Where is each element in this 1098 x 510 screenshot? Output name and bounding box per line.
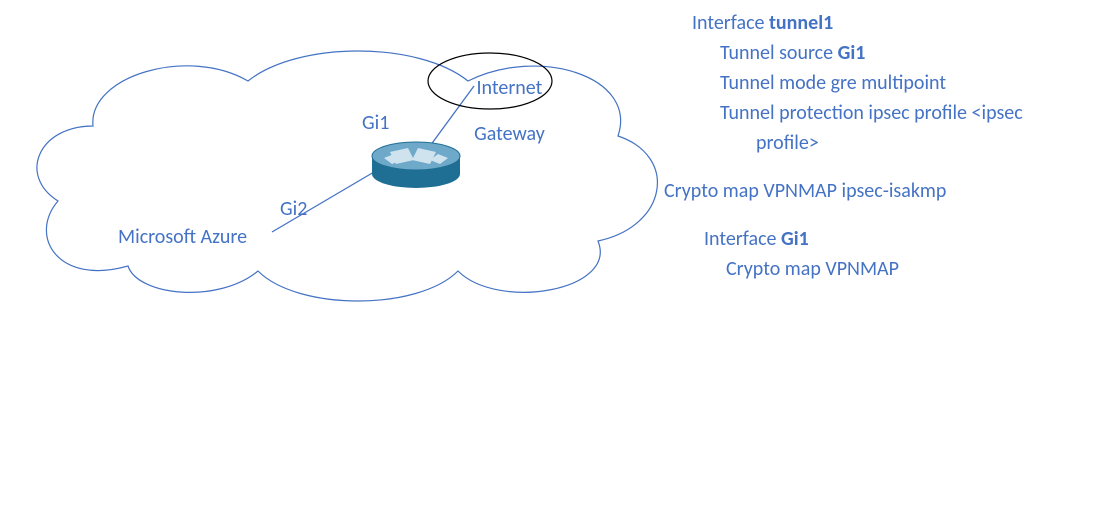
- label-azure: Microsoft Azure: [118, 224, 247, 251]
- label-gi2: Gi2: [280, 196, 307, 223]
- cfg-line-tunnel-source: Tunnel source Gi1: [692, 38, 1092, 68]
- label-gi1: Gi1: [362, 110, 389, 137]
- cfg-line-interface-tunnel1: Interface tunnel1: [692, 8, 1092, 38]
- cfg-line-tunnel-protection: Tunnel protection ipsec profile <ipsec: [692, 98, 1092, 128]
- cfg-line-tunnel-protection-cont: profile>: [692, 128, 1092, 158]
- internet-gateway-label: Internet Gateway: [456, 54, 545, 169]
- cfg-line-crypto-map-vpnmap: Crypto map VPNMAP: [726, 254, 1092, 284]
- igw-label-line2: Gateway: [474, 122, 545, 146]
- diagram-stage: Internet Gateway Gi1 Gi2 Microsoft Azure…: [0, 0, 1098, 510]
- config-block: Interface tunnel1 Tunnel source Gi1 Tunn…: [692, 8, 1092, 284]
- cfg-line-crypto-map: Crypto map VPNMAP ipsec-isakmp: [664, 176, 1092, 206]
- cfg-line-tunnel-mode: Tunnel mode gre multipoint: [692, 68, 1092, 98]
- cfg-line-interface-gi1: Interface Gi1: [704, 224, 1092, 254]
- igw-label-line1: Internet: [477, 76, 543, 100]
- router-icon: [370, 140, 462, 190]
